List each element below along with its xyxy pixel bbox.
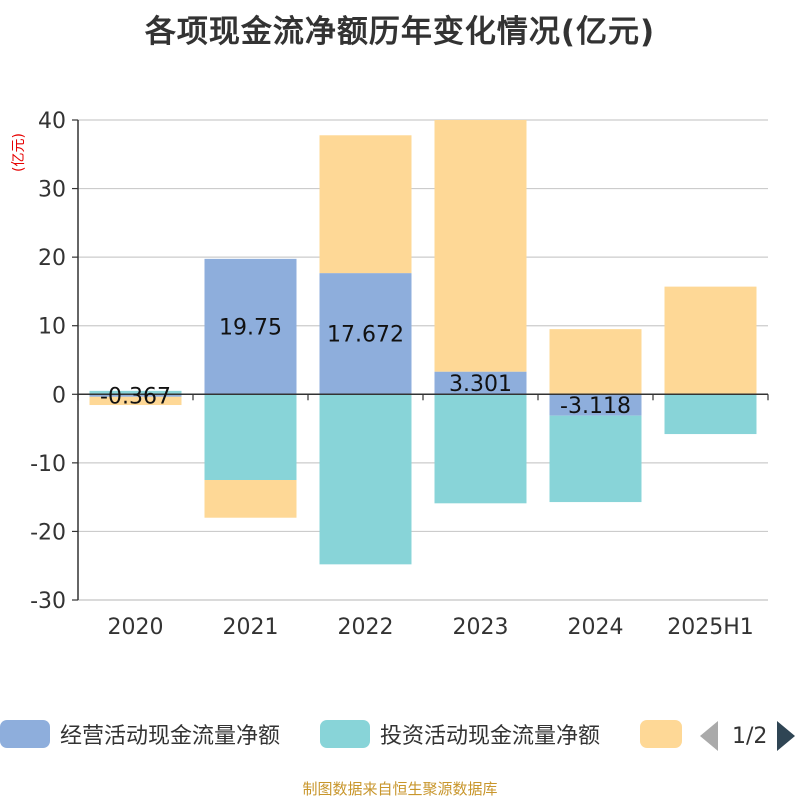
bar-3-2023 (434, 119, 527, 372)
legend-item-investing[interactable]: 投资活动现金流量净额 (320, 716, 600, 752)
legend-item-third[interactable] (640, 716, 682, 752)
data-label: 17.672 (327, 323, 404, 348)
next-page-icon[interactable] (777, 721, 796, 751)
legend-label-operating: 经营活动现金流量净额 (60, 724, 281, 749)
y-tick-label: -30 (30, 589, 66, 614)
legend-swatch-investing (320, 720, 370, 748)
y-tick-label: 20 (38, 246, 66, 271)
bar-3-2025H1 (664, 286, 757, 395)
bar-2-2023 (434, 394, 527, 504)
x-tick-labels: 2020 2021 2022 2023 2024 2025H1 (108, 615, 754, 640)
bar-2-2021 (204, 394, 297, 480)
chart-title: 各项现金流净额历年变化情况(亿元) (144, 14, 656, 50)
y-tick-label: 30 (38, 178, 66, 203)
data-label: 19.75 (219, 316, 282, 341)
bar-3-2020 (89, 396, 182, 406)
x-tick-label: 2020 (108, 615, 164, 640)
bars (89, 119, 757, 565)
bar-1-2021 (204, 258, 297, 395)
y-tick-label: -10 (30, 452, 66, 477)
y-tick-label: 0 (52, 383, 66, 408)
data-label: 3.301 (449, 372, 512, 397)
bar-3-2024 (549, 329, 642, 395)
bar-1-2023 (434, 371, 527, 395)
bar-2-2025H1 (664, 394, 757, 435)
y-tick-label: 10 (38, 315, 66, 340)
bar-2-2020 (89, 390, 182, 395)
legend-pager: 1/2 (700, 720, 800, 752)
x-tick-label: 2025H1 (667, 615, 754, 640)
x-tick-label: 2024 (568, 615, 624, 640)
source-note: 制图数据来自恒生聚源数据库 (302, 780, 498, 798)
legend-label-investing: 投资活动现金流量净额 (380, 724, 601, 749)
y-tick-label: 40 (38, 109, 66, 134)
data-labels: -0.367 19.75 17.672 3.301 -3.118 (100, 316, 631, 419)
legend-swatch-operating (0, 720, 50, 748)
x-tick-label: 2023 (453, 615, 509, 640)
legend-swatch-third (640, 720, 682, 748)
grid-lines (78, 119, 768, 601)
bar-1-2020 (89, 394, 182, 397)
y-tick-label: -20 (30, 520, 66, 545)
bar-2-2024 (549, 415, 642, 503)
bar-1-2022 (319, 273, 412, 395)
legend-page-indicator: 1/2 (732, 723, 768, 749)
y-tick-labels: 40 30 20 10 0 -10 -20 -30 (30, 109, 66, 614)
bar-3-2022 (319, 135, 412, 274)
prev-page-icon[interactable] (700, 721, 718, 751)
axes (72, 119, 769, 601)
bar-3-2021 (204, 480, 297, 518)
x-tick-label: 2022 (338, 615, 394, 640)
bar-1-2024 (549, 394, 642, 416)
x-tick-label: 2021 (223, 615, 279, 640)
data-label: -3.118 (560, 394, 631, 419)
bar-2-2022 (319, 394, 412, 565)
legend: 经营活动现金流量净额 投资活动现金流量净额 1/2 (0, 716, 800, 754)
legend-item-operating[interactable]: 经营活动现金流量净额 (0, 716, 280, 752)
data-label: -0.367 (100, 385, 171, 410)
